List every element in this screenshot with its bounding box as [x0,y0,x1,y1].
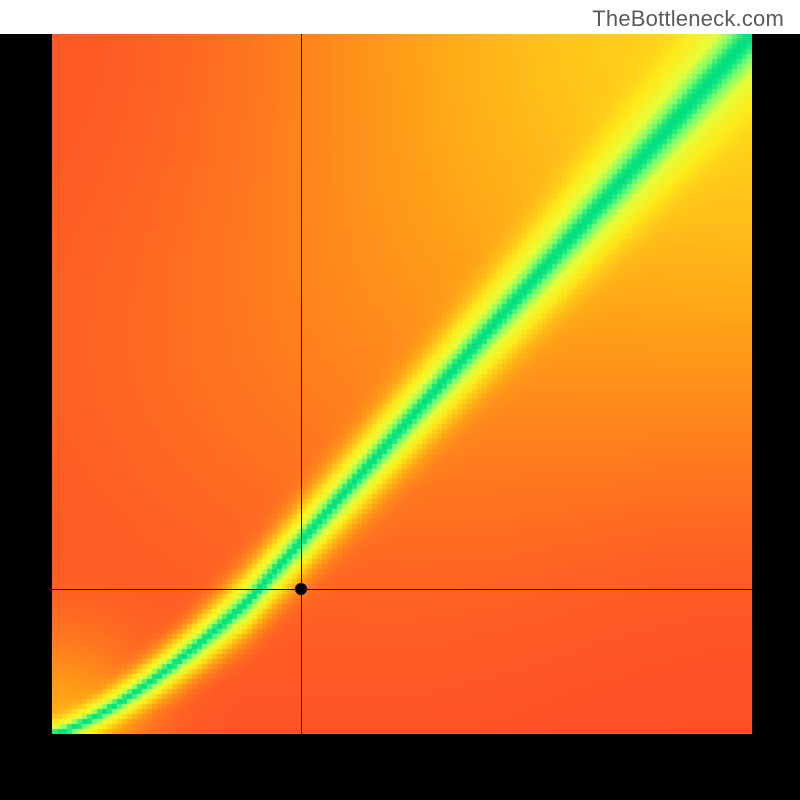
marker-dot [295,583,307,595]
crosshair-vertical [301,34,302,734]
bottleneck-heatmap [52,34,752,734]
crosshair-horizontal [52,589,752,590]
attribution-text: TheBottleneck.com [592,6,784,32]
chart-frame [0,34,800,800]
